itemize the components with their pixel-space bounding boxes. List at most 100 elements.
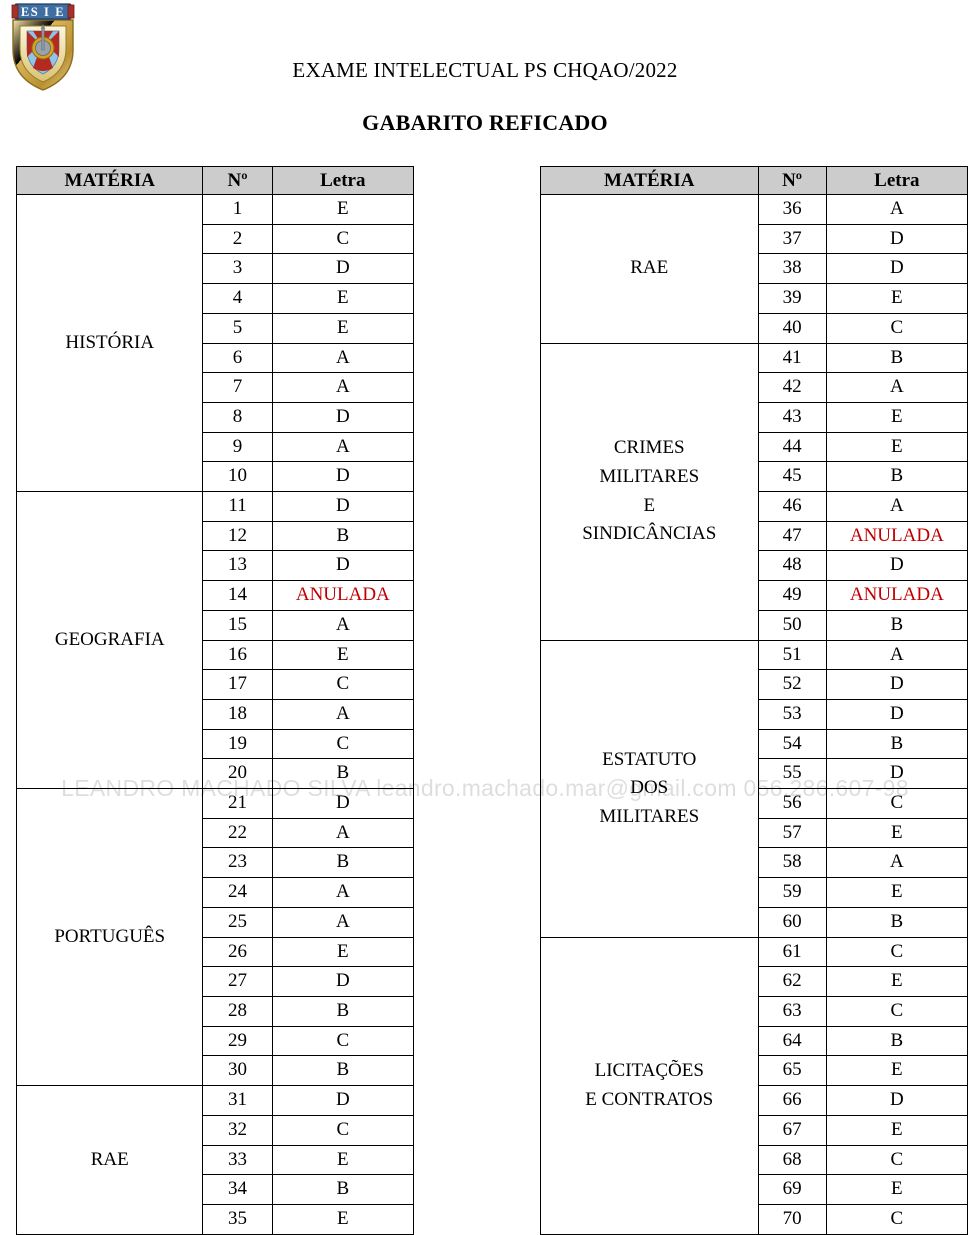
answer-letter-cell: D — [825, 669, 969, 700]
table-row: 32 C — [17, 1114, 415, 1146]
question-number-cell: 22 — [202, 817, 273, 849]
subject-line: LICITAÇÕES — [594, 1059, 704, 1081]
table-row: 42 A — [541, 372, 969, 403]
table-row: 59 E — [541, 877, 969, 908]
table-row: 65 E — [541, 1055, 969, 1087]
answer-letter-cell: D — [271, 491, 415, 522]
table-row: CRIMES MILITARES E SINDICÂNCIAS 41 B — [540, 342, 969, 641]
table-row: 27 D — [17, 966, 415, 997]
subject-cell: GEOGRAFIA — [15, 491, 204, 790]
table-row: 24 A — [17, 877, 415, 908]
answer-table-left-wrapper: MATÉRIA Nº Letra HISTÓRIA 1 E 2 C 3 D 4 E 5 E 6 A 7 A 8… — [15, 166, 415, 1235]
answer-letter-cell: A — [825, 372, 969, 403]
table-row: 38 D — [541, 253, 969, 285]
table-row: 62 E — [541, 966, 969, 997]
question-number-cell: 31 — [202, 1085, 273, 1116]
answer-letter-cell: B — [271, 995, 415, 1027]
answer-letter-cell: E — [271, 1144, 415, 1176]
column-header-materia: MATÉRIA — [540, 166, 759, 195]
question-number-cell: 20 — [202, 758, 273, 790]
answer-letter-cell: E — [825, 1114, 969, 1146]
subject-line: DOS — [630, 777, 669, 799]
answer-letter-cell: B — [271, 520, 415, 552]
page-title-answer-key: GABARITO REFICADO — [362, 110, 608, 135]
answer-letter-cell: A — [271, 698, 415, 730]
question-number-cell: 50 — [757, 609, 827, 641]
question-number-cell: 57 — [757, 817, 827, 849]
question-number-cell: 29 — [202, 1025, 273, 1057]
question-number-cell: 64 — [757, 1025, 827, 1057]
answer-letter-cell: C — [271, 728, 415, 760]
subject-cell: RAE — [540, 194, 759, 344]
table-row: GEOGRAFIA 11 D — [15, 491, 415, 790]
question-number-cell: 44 — [757, 431, 827, 463]
question-number-cell: 13 — [202, 550, 273, 582]
answer-letter-cell: B — [825, 342, 969, 374]
table-row: 19 C — [17, 728, 415, 760]
answer-letter-cell: A — [271, 817, 415, 849]
answer-letter-cell: C — [825, 312, 969, 344]
question-number-cell: 23 — [202, 847, 273, 879]
question-number-cell: 11 — [202, 491, 273, 522]
subject-line: CRIMES — [613, 437, 685, 459]
answer-letter-cell: C — [825, 788, 969, 819]
answer-table-right-wrapper: MATÉRIA Nº Letra RAE 36 A 37 D 38 D 39 E 40 C CRIME… — [540, 166, 969, 1235]
answer-letter-cell: B — [271, 1174, 415, 1205]
answer-letter-cell: E — [271, 312, 415, 344]
answer-letter-cell: D — [825, 550, 969, 582]
answer-letter-cell: C — [271, 1114, 415, 1146]
subject-line: MILITARES — [599, 465, 700, 487]
table-row: 66 D — [541, 1085, 969, 1116]
table-row: 39 E — [541, 283, 969, 314]
question-number-cell: 33 — [202, 1144, 273, 1176]
table-right-body: RAE 36 A 37 D 38 D 39 E 40 C CRIMES MILITARES E SINDIC… — [540, 194, 969, 1235]
answer-key-sheet: MATÉRIA Nº Letra HISTÓRIA 1 E 2 C 3 D 4 E 5 E 6 A 7 A 8… — [0, 166, 970, 1235]
answer-letter-cell: E — [825, 877, 969, 908]
table-row: RAE 31 D — [15, 1085, 415, 1235]
question-number-cell: 34 — [202, 1174, 273, 1205]
answer-letter-cell: A — [271, 431, 415, 463]
annulled-answer-cell: ANULADA — [825, 520, 969, 552]
answer-letter-cell: E — [271, 194, 415, 225]
table-row: 68 C — [541, 1144, 969, 1176]
answer-letter-cell: A — [825, 847, 969, 879]
table-row: 60 B — [541, 906, 969, 938]
answer-letter-cell: D — [271, 401, 415, 433]
answer-letter-cell: D — [271, 550, 415, 582]
question-number-cell: 65 — [757, 1055, 827, 1087]
subject-cell: HISTÓRIA — [15, 193, 204, 493]
table-row: 14 ANULADA — [17, 580, 415, 611]
table-left-header: MATÉRIA Nº Letra — [15, 166, 415, 195]
question-number-cell: 30 — [202, 1055, 273, 1087]
question-number-cell: 36 — [757, 194, 827, 225]
table-gap-spacer — [414, 166, 540, 1194]
question-number-cell: 53 — [757, 698, 827, 730]
question-number-cell: 43 — [757, 401, 827, 433]
question-number-cell: 51 — [757, 639, 827, 671]
subject-cell: ESTATUTO DOS MILITARES — [540, 639, 759, 938]
answer-letter-cell: E — [825, 966, 969, 997]
question-number-cell: 61 — [757, 936, 827, 968]
table-row: 18 A — [17, 698, 415, 730]
answer-letter-cell: D — [271, 788, 415, 819]
question-number-cell: 62 — [757, 966, 827, 997]
question-number-cell: 14 — [202, 580, 273, 611]
question-number-cell: 42 — [757, 372, 827, 403]
table-left-body: HISTÓRIA 1 E 2 C 3 D 4 E 5 E 6 A 7 A 8 D 9 A 10 D GEOGRAFIA 11… — [15, 193, 415, 1235]
answer-letter-cell: A — [271, 877, 415, 908]
svg-text:ES I E: ES I E — [21, 5, 65, 19]
table-row: HISTÓRIA 1 E — [15, 193, 415, 493]
answer-letter-cell: B — [271, 758, 415, 790]
question-number-cell: 54 — [757, 728, 827, 760]
question-number-cell: 27 — [202, 966, 273, 997]
question-number-cell: 55 — [757, 758, 827, 790]
answer-letter-cell: E — [825, 283, 969, 314]
question-number-cell: 32 — [202, 1114, 273, 1146]
answer-letter-cell: E — [271, 1203, 415, 1235]
